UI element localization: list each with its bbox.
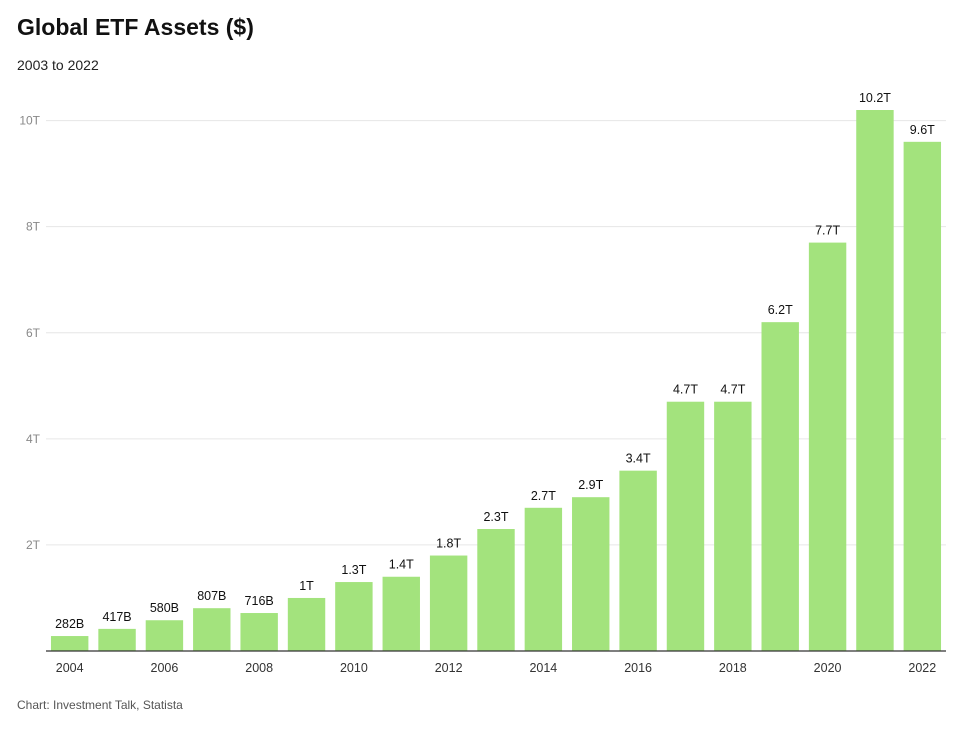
data-label: 580B [150, 601, 179, 615]
bar-2015 [572, 497, 610, 651]
chart-subtitle: 2003 to 2022 [17, 57, 99, 73]
bar-2010 [335, 582, 373, 651]
bar-2014 [524, 507, 563, 651]
x-axis-ticks: 2004 2006 2008 2010 2012 2014 2016 2018 2020 2022 [56, 661, 936, 675]
chart-source: Chart: Investment Talk, Statista [17, 698, 183, 712]
bar-2009 [287, 597, 326, 651]
bars [50, 110, 942, 652]
bar-2006 [145, 620, 184, 651]
bar-2021 [856, 110, 894, 651]
data-label: 2.9T [578, 478, 603, 492]
data-label: 9.6T [910, 123, 935, 137]
data-label: 807B [197, 589, 226, 603]
data-label: 716B [245, 594, 274, 608]
data-label: 3.4T [626, 452, 651, 466]
x-tick-label: 2006 [151, 661, 179, 675]
data-label: 1.3T [341, 563, 366, 577]
data-label: 7.7T [815, 224, 840, 238]
bar-2017 [666, 401, 705, 651]
bar-2005 [98, 628, 136, 651]
y-axis-ticks: 2T 4T 6T 8T 10T [19, 114, 40, 552]
data-label: 1.4T [389, 558, 414, 572]
data-label: 4.7T [673, 383, 698, 397]
x-tick-label: 2014 [529, 661, 557, 675]
bar-2022 [903, 141, 942, 651]
x-tick-label: 2012 [435, 661, 463, 675]
bar-2016 [619, 470, 657, 651]
data-labels: 282B 417B 580B 807B 716B 1T 1.3T 1.4T 1.8T 2.3T 2.… [55, 91, 935, 631]
data-label: 10.2T [859, 91, 891, 105]
data-label: 4.7T [720, 383, 745, 397]
bar-2007 [193, 608, 231, 651]
bar-2013 [477, 529, 515, 651]
data-label: 417B [102, 610, 131, 624]
y-tick-label: 8T [26, 220, 41, 234]
y-tick-label: 2T [26, 538, 41, 552]
x-tick-label: 2018 [719, 661, 747, 675]
data-label: 6.2T [768, 303, 793, 317]
chart-title: Global ETF Assets ($) [17, 14, 254, 40]
y-tick-label: 6T [26, 326, 41, 340]
x-tick-label: 2004 [56, 661, 84, 675]
x-tick-label: 2022 [908, 661, 936, 675]
x-tick-label: 2010 [340, 661, 368, 675]
bar-2020 [808, 242, 847, 652]
bar-2018 [714, 401, 752, 651]
data-label: 2.7T [531, 489, 556, 503]
bar-2012 [429, 555, 468, 651]
y-tick-label: 4T [26, 432, 41, 446]
bar-2004 [50, 636, 89, 651]
x-tick-label: 2016 [624, 661, 652, 675]
bar-2008 [240, 613, 278, 651]
data-label: 1.8T [436, 537, 461, 551]
data-label: 2.3T [483, 510, 508, 524]
y-tick-label: 10T [19, 114, 40, 128]
bar-2011 [382, 576, 420, 651]
data-label: 1T [299, 579, 314, 593]
x-tick-label: 2020 [814, 661, 842, 675]
x-tick-label: 2008 [245, 661, 273, 675]
data-label: 282B [55, 617, 84, 631]
bar-2019 [761, 322, 799, 651]
